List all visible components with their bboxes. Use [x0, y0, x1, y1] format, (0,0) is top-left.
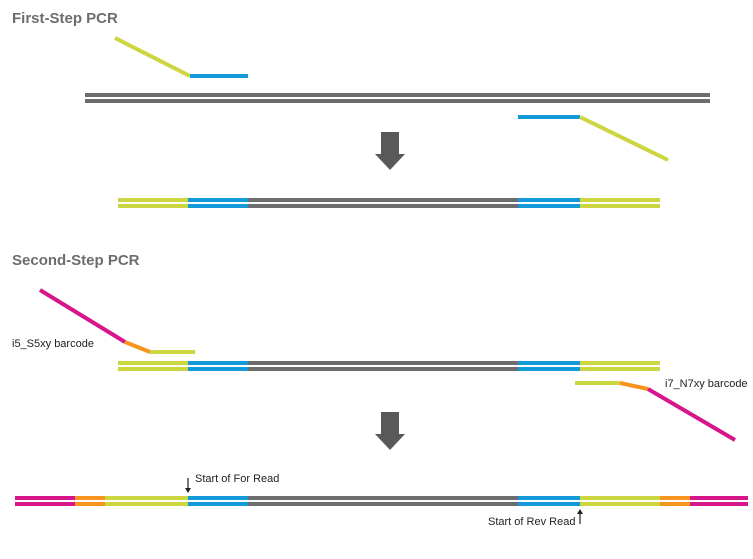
step1-title: First-Step PCR [12, 10, 118, 27]
rev-read-label: Start of Rev Read [488, 516, 575, 528]
for-read-label: Start of For Read [195, 473, 279, 485]
i5-barcode-label: i5_S5xy barcode [12, 338, 94, 350]
i7-barcode-label: i7_N7xy barcode [665, 378, 748, 390]
pcr-diagram [0, 0, 753, 559]
step2-title: Second-Step PCR [12, 252, 140, 269]
